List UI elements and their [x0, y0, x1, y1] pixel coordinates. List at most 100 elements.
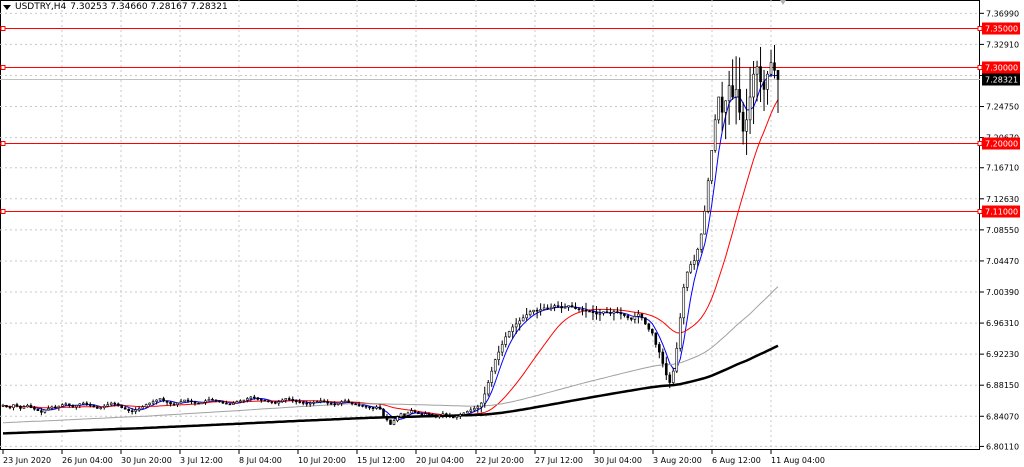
- candle-body: [197, 402, 200, 405]
- candle-body: [500, 344, 504, 353]
- level-labels: 7.35000 7.30000 7.20000 7.11000 7.28321: [977, 22, 1020, 218]
- x-tick-label: 26 Jun 04:00: [62, 456, 113, 465]
- level-price-tag: [982, 61, 1020, 74]
- candle-body: [528, 311, 532, 316]
- candle-body: [514, 323, 518, 328]
- scroll-arrow-icon[interactable]: [780, 0, 786, 5]
- candle-body: [546, 307, 549, 310]
- candle-body: [612, 311, 616, 314]
- candle-body: [532, 309, 535, 313]
- candle-body: [591, 311, 595, 314]
- dropdown-triangle-icon[interactable]: [3, 4, 11, 10]
- candle-body: [270, 401, 274, 403]
- candle-body: [420, 413, 424, 416]
- candle-body: [752, 73, 755, 98]
- candle-body: [256, 397, 260, 400]
- candle-body: [434, 415, 438, 418]
- candle-body: [734, 89, 738, 98]
- candle-body: [364, 405, 368, 408]
- candle-body: [469, 409, 473, 412]
- candle-body: [162, 398, 165, 402]
- candle-body: [29, 405, 33, 408]
- candle-body: [280, 399, 284, 402]
- candle-body: [382, 408, 385, 418]
- candle-body: [165, 400, 169, 403]
- candle-body: [717, 96, 720, 121]
- candle-body: [207, 398, 211, 402]
- candle-body: [525, 314, 528, 319]
- candle-body: [678, 317, 682, 349]
- x-tick-label: 8 Jul 04:00: [239, 456, 282, 465]
- candle-body: [22, 406, 26, 409]
- x-tick-label: 3 Jul 12:00: [180, 456, 223, 465]
- candle-body: [521, 317, 525, 322]
- level-handle: [977, 26, 983, 31]
- candle-body: [361, 405, 364, 407]
- candle-body: [776, 70, 780, 80]
- candle-body: [727, 85, 731, 102]
- candle-body: [43, 409, 47, 413]
- candle-body: [211, 398, 214, 401]
- candle-body: [357, 404, 361, 406]
- y-tick-label: 6.84070: [986, 412, 1019, 421]
- candle-body: [713, 119, 717, 151]
- candle-body: [378, 406, 382, 410]
- candle-body: [560, 306, 563, 309]
- candle-body: [36, 408, 40, 412]
- candle-body: [413, 410, 417, 413]
- candle-body: [75, 405, 78, 408]
- candle-body: [371, 407, 375, 409]
- candle-body: [490, 370, 494, 383]
- symbol-label: USDTRY,H4: [15, 2, 67, 12]
- candle-body: [542, 307, 546, 310]
- candle-body: [298, 401, 302, 403]
- level-price-tag: [982, 205, 1020, 218]
- candle-body: [329, 402, 333, 405]
- candle-body: [40, 410, 43, 413]
- candle-body: [497, 351, 501, 360]
- y-tick-label: 7.36990: [986, 9, 1019, 18]
- candle-body: [626, 315, 630, 319]
- candle-body: [724, 100, 727, 113]
- candle-body: [239, 400, 242, 403]
- candle-body: [476, 406, 480, 409]
- candle-body: [577, 308, 581, 310]
- candle-body: [68, 403, 71, 406]
- candle-body: [549, 306, 553, 309]
- x-tick-label: 10 Jul 20:00: [298, 456, 346, 465]
- candle-body: [347, 400, 350, 403]
- level-handle: [0, 141, 6, 146]
- candle-body: [54, 406, 57, 409]
- candle-body: [291, 398, 295, 402]
- candle-body: [95, 406, 99, 409]
- candle-body: [120, 405, 123, 408]
- candle-body: [190, 400, 193, 403]
- candle-body: [431, 414, 434, 417]
- candle-body: [637, 313, 640, 317]
- candle-body: [64, 403, 68, 406]
- ohlc-values: 7.30253 7.34660 7.28167 7.28321: [70, 2, 228, 12]
- candle-body: [769, 62, 773, 75]
- candle-body: [773, 62, 776, 71]
- candle-body: [343, 400, 347, 403]
- current-price-label: 7.28321: [985, 76, 1018, 85]
- candle-body: [671, 370, 675, 383]
- x-tick-label: 30 Jun 20:00: [121, 456, 172, 465]
- current-price-tag: [982, 73, 1020, 86]
- candle-body: [459, 414, 462, 417]
- candle-body: [396, 416, 399, 421]
- candles: [1, 44, 780, 426]
- candle-body: [158, 398, 162, 401]
- candle-body: [148, 402, 151, 405]
- candle-body: [692, 260, 696, 265]
- candle-body: [609, 312, 612, 314]
- candle-body: [584, 309, 588, 312]
- candle-body: [595, 312, 598, 315]
- candle-body: [228, 403, 232, 406]
- candle-body: [246, 398, 249, 401]
- candle-body: [441, 413, 445, 416]
- x-tick-label: 20 Jul 04:00: [416, 456, 464, 465]
- candle-body: [511, 326, 514, 332]
- level-handle: [977, 65, 983, 70]
